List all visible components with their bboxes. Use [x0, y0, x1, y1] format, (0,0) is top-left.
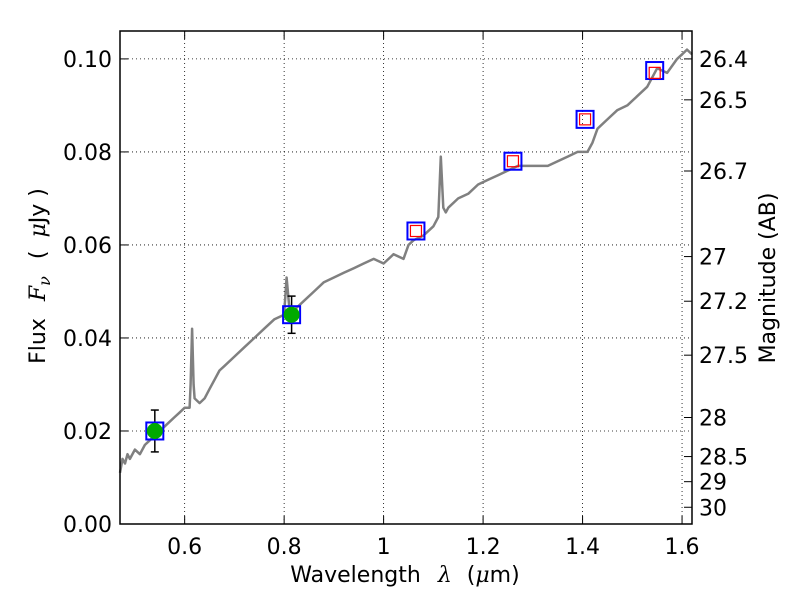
x-tick-label: 1.4	[565, 535, 600, 560]
model-point	[409, 224, 423, 238]
axis-ticks: 0.6 0.8 1 1.2 1.4 1.6 0.00 0.02 0.04 0.06 0.08 0.10…	[63, 31, 748, 560]
x-tick-label: 1.2	[466, 535, 501, 560]
y-tick-label: 0.06	[63, 234, 112, 259]
x-tick-label: 0.6	[167, 535, 202, 560]
observed-point	[146, 422, 163, 439]
filter-point	[645, 61, 665, 81]
y-tick-label: 0.10	[63, 48, 112, 73]
filter-point	[575, 109, 595, 129]
filter-point	[145, 421, 165, 441]
y2-tick-label: 30	[699, 496, 727, 521]
model-point	[578, 113, 592, 126]
y2-tick-label: 27.5	[699, 344, 748, 369]
observed-point	[283, 306, 300, 323]
spectrum-line	[118, 48, 693, 474]
plot-frame	[119, 30, 693, 525]
model-point	[506, 155, 520, 168]
y2-tick-label: 26.4	[699, 48, 748, 73]
y-tick-label: 0.08	[63, 141, 112, 166]
y2-tick-label: 28.5	[699, 446, 748, 471]
x-axis-label: Wavelength λ (μm)	[290, 563, 519, 588]
y2-axis-label: Magnitude (AB)	[756, 193, 781, 364]
y2-tick-label: 27.2	[699, 290, 748, 315]
x-tick-label: 1	[377, 535, 391, 560]
y-tick-label: 0.00	[63, 513, 112, 538]
model-point	[648, 66, 661, 79]
y-tick-label: 0.04	[63, 327, 112, 352]
x-tick-label: 1.6	[665, 535, 700, 560]
y2-tick-label: 28	[699, 406, 727, 431]
y2-tick-label: 27	[699, 246, 727, 271]
y2-tick-label: 29	[699, 471, 727, 496]
y2-tick-label: 26.5	[699, 89, 748, 114]
x-tick-label: 0.8	[267, 535, 302, 560]
y-axis-label: Flux Fν ( μJy )	[26, 188, 56, 364]
y-tick-label: 0.02	[63, 420, 112, 445]
y2-tick-label: 26.7	[699, 160, 748, 185]
filter-point	[406, 221, 426, 241]
filter-point	[503, 151, 523, 171]
series-layer	[118, 48, 693, 474]
filter-point	[282, 305, 302, 325]
